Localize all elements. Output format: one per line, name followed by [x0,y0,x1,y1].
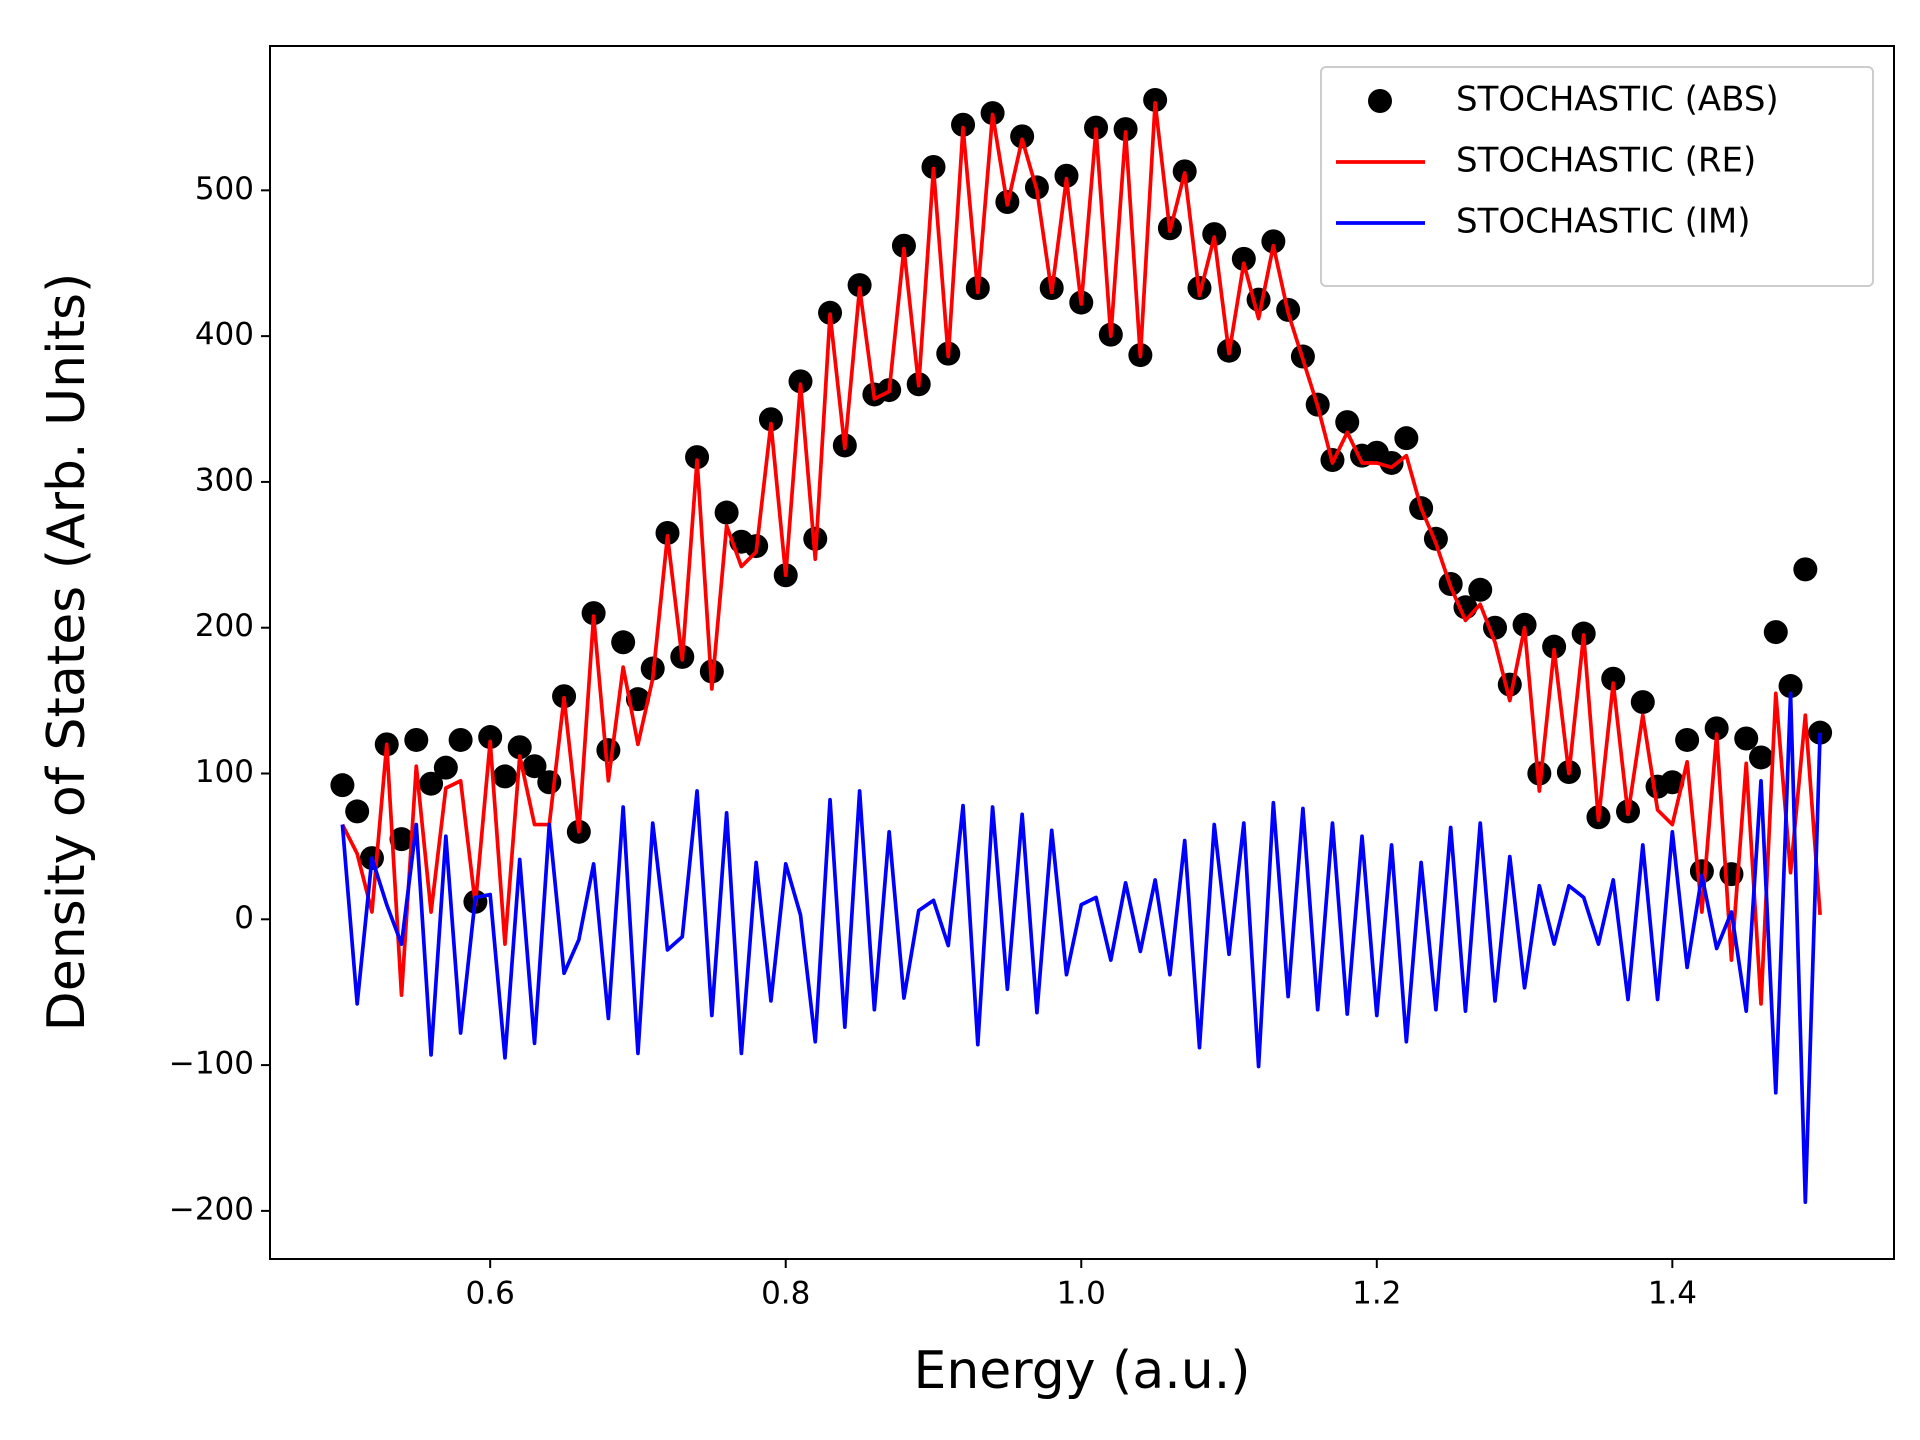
data-point [1660,770,1685,795]
data-point [507,735,532,760]
y-tick-label: 300 [195,462,254,498]
data-point [1394,426,1419,451]
legend-label: STOCHASTIC (ABS) [1456,80,1779,120]
data-point [951,112,976,137]
data-point [611,630,636,655]
x-tick-label: 1.0 [1057,1276,1106,1312]
data-point [1010,124,1035,149]
data-point [1483,615,1508,640]
data-point [404,727,429,752]
data-point [1468,577,1493,602]
axes-frame [269,45,1895,1260]
y-tick-label: 100 [195,754,254,790]
y-tick-label: 400 [195,317,254,353]
data-point [1763,620,1788,645]
data-point [1630,690,1655,715]
data-point [891,233,916,258]
data-point [1704,716,1729,741]
x-tick-label: 0.6 [466,1276,515,1312]
data-point [655,520,680,545]
x-axis-label: Energy (a.u.) [913,1341,1250,1401]
data-point [1379,450,1404,475]
data-point [1793,557,1818,582]
data-point [1261,229,1286,254]
data-point [1143,87,1168,112]
data-point [581,601,606,626]
data-line [340,691,1822,1204]
data-point [1512,612,1537,637]
y-tick-label: −100 [169,1046,254,1082]
x-tick-label: 1.2 [1352,1276,1401,1312]
y-tick-label: 500 [195,171,254,207]
data-point [685,445,710,470]
data-point [1749,745,1774,770]
data-point [1054,163,1079,188]
data-point [522,754,547,779]
data-line [340,101,1822,1006]
data-point [448,727,473,752]
data-point [1113,117,1138,142]
y-tick-label: −200 [169,1191,254,1227]
legend-marker [1368,89,1392,113]
data-point [537,770,562,795]
data-point [419,771,444,796]
data-point [1778,674,1803,699]
data-point [1335,410,1360,435]
data-point [596,738,621,763]
data-point [1808,720,1833,745]
data-point [1601,666,1626,691]
y-tick-label: 0 [234,900,254,936]
legend-label: STOCHASTIC (IM) [1456,202,1751,242]
data-point [1675,727,1700,752]
data-point [1231,246,1256,271]
x-tick-label: 1.4 [1648,1276,1697,1312]
data-point [345,799,370,824]
data-point [330,773,355,798]
data-point [714,500,739,525]
data-point [433,755,458,780]
data-point [847,273,872,298]
data-point [758,407,783,432]
data-point [1734,726,1759,751]
plot-area [330,87,1833,1204]
data-point [492,764,517,789]
x-tick-label: 0.8 [761,1276,810,1312]
data-point [478,725,503,750]
legend-label: STOCHASTIC (RE) [1456,141,1756,181]
y-tick-label: 200 [195,608,254,644]
data-point [389,827,414,852]
legend-box [1320,66,1874,287]
y-axis-label: Density of States (Arb. Units) [37,273,97,1032]
data-point [1202,222,1227,247]
data-point [788,369,813,394]
data-point [1542,634,1567,659]
